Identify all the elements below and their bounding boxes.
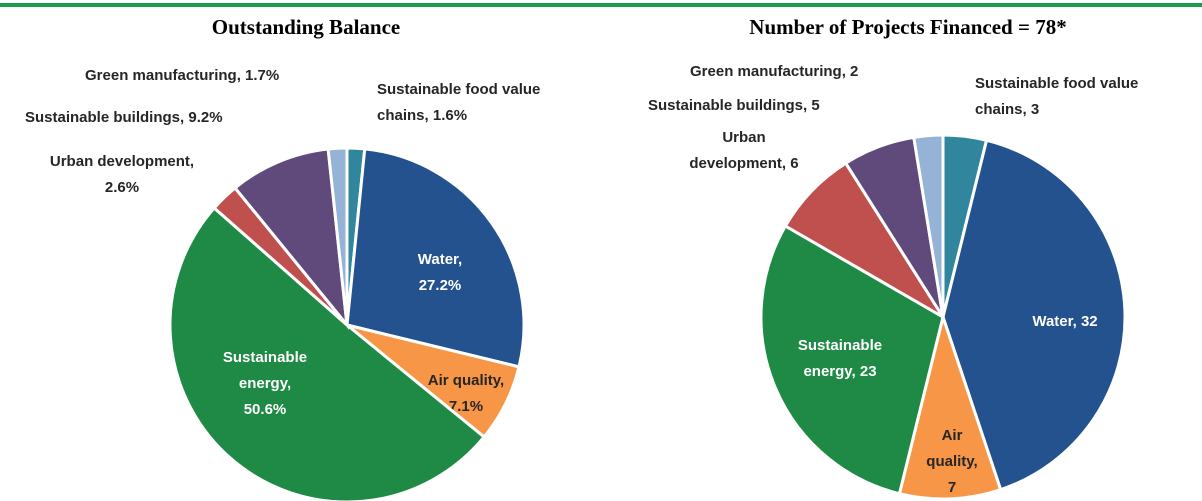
data-label: Sustainable <box>223 349 307 366</box>
data-label: quality, <box>926 453 977 470</box>
data-label: 27.2% <box>419 277 462 294</box>
data-label: Sustainable <box>798 337 882 354</box>
data-label: 50.6% <box>244 401 287 418</box>
data-label: Urban development, <box>50 153 194 170</box>
data-label: 7 <box>948 479 956 496</box>
data-label: Sustainable buildings, 9.2% <box>25 109 223 126</box>
data-label: chains, 1.6% <box>377 107 467 124</box>
chart-title: Outstanding Balance <box>212 15 400 39</box>
pie-slice <box>897 311 1003 501</box>
data-label: Urban <box>722 129 765 146</box>
data-label: Sustainable food value <box>377 81 540 98</box>
data-label: Water, 32 <box>1032 313 1097 330</box>
data-label: 7.1% <box>449 398 483 415</box>
data-label: Sustainable buildings, 5 <box>648 97 820 114</box>
data-label: Water, <box>418 251 462 268</box>
data-label: energy, <box>239 375 291 392</box>
data-label: Green manufacturing, 1.7% <box>85 67 279 84</box>
pie-slice <box>326 146 349 326</box>
pie-slice <box>759 223 945 496</box>
pie-slice <box>345 147 526 369</box>
pie-slice <box>232 147 350 330</box>
data-label: Green manufacturing, 2 <box>690 63 858 80</box>
data-label: Air <box>942 427 963 444</box>
pie-slice <box>168 205 487 501</box>
data-label: 2.6% <box>105 179 139 196</box>
data-label: energy, 23 <box>803 363 876 380</box>
data-label: chains, 3 <box>975 101 1039 118</box>
pie-slice <box>941 138 1127 492</box>
data-label: Air quality, <box>428 372 504 389</box>
data-label: Sustainable food value <box>975 75 1138 92</box>
chart-title: Number of Projects Financed = 78* <box>749 15 1066 39</box>
data-label: development, 6 <box>689 155 798 172</box>
top-rule <box>0 3 1202 7</box>
pie-slice <box>912 133 945 318</box>
